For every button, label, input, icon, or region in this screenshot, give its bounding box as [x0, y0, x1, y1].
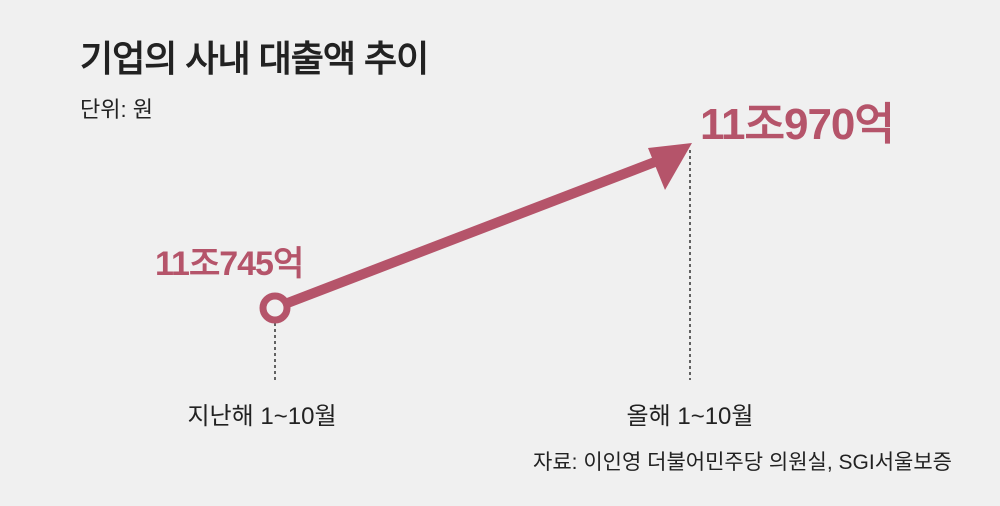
unit-label: 단위: 원	[80, 97, 153, 122]
trend-arrow-line	[283, 155, 662, 309]
arrow-head	[648, 143, 692, 190]
chart-title: 기업의 사내 대출액 추이	[80, 38, 429, 79]
source-note: 자료: 이인영 더불어민주당 의원실, SGI서울보증	[533, 451, 952, 474]
start-point-marker	[259, 292, 291, 324]
value-label-1: 11조970억	[700, 100, 895, 149]
category-label-1: 올해 1~10월	[626, 403, 754, 430]
value-label-0: 11조745억	[155, 245, 304, 283]
category-label-0: 지난해 1~10월	[187, 403, 337, 430]
